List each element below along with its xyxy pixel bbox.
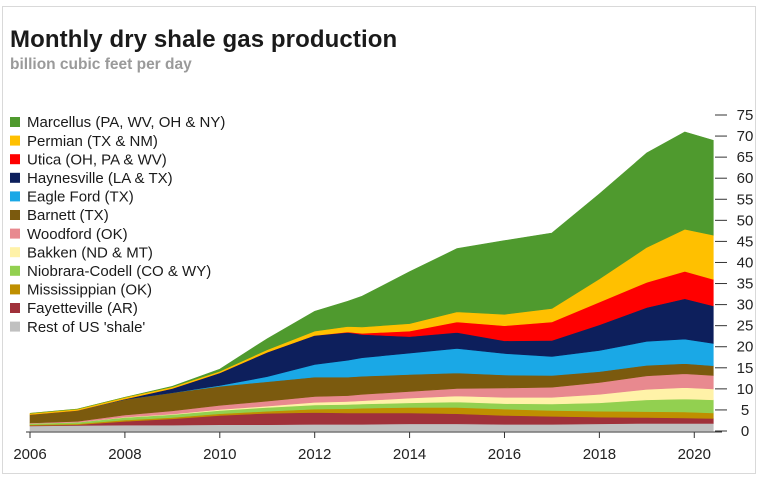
y-tick-label: 65 bbox=[737, 149, 754, 166]
legend-swatch-barnett-tx bbox=[10, 210, 20, 220]
legend-swatch-mississippian-ok bbox=[10, 284, 20, 295]
y-tick-label: 60 bbox=[737, 170, 754, 187]
x-tick-label: 2018 bbox=[583, 446, 616, 463]
y-tick-label: 70 bbox=[737, 128, 754, 145]
legend-label-bakken-nd-mt: Bakken (ND & MT) bbox=[27, 244, 153, 261]
area-marcellus-pa-wv-oh-ny bbox=[29, 131, 714, 414]
legend-label-permian-tx-nm: Permian (TX & NM) bbox=[27, 133, 158, 150]
legend-label-woodford-ok: Woodford (OK) bbox=[27, 226, 128, 243]
y-tick-label: 30 bbox=[737, 297, 754, 314]
y-tick-label: 20 bbox=[737, 339, 754, 356]
legend-label-mississippian-ok: Mississippian (OK) bbox=[27, 282, 152, 299]
y-tick-label: 25 bbox=[737, 318, 754, 335]
y-tick-label: 15 bbox=[737, 360, 754, 377]
y-tick-label: 55 bbox=[737, 191, 754, 208]
axes: 2006 2008 2010 2012 2014 2016 2018 2020 0 5 10 15 20… bbox=[13, 107, 753, 463]
legend-label-utica-oh-pa-wv: Utica (OH, PA & WV) bbox=[27, 151, 167, 168]
x-tick-label: 2012 bbox=[298, 446, 331, 463]
y-tick-label: 35 bbox=[737, 276, 754, 293]
y-tick-label: 75 bbox=[737, 107, 754, 124]
chart-subtitle: billion cubic feet per day bbox=[10, 56, 192, 73]
x-tick-label: 2016 bbox=[488, 446, 521, 463]
legend-label-marcellus-pa-wv-oh-ny: Marcellus (PA, WV, OH & NY) bbox=[27, 114, 225, 131]
legend-label-eagle-ford-tx: Eagle Ford (TX) bbox=[27, 189, 134, 206]
legend-label-fayetteville-ar: Fayetteville (AR) bbox=[27, 300, 138, 317]
x-tick-label: 2014 bbox=[393, 446, 426, 463]
legend-swatch-bakken-nd-mt bbox=[10, 247, 20, 258]
y-tick-label: 10 bbox=[737, 381, 754, 398]
legend-swatch-woodford-ok bbox=[10, 228, 20, 239]
legend-label-niobrara-codell-co-wy: Niobrara-Codell (CO & WY) bbox=[27, 263, 211, 280]
x-tick-label: 2008 bbox=[108, 446, 141, 463]
y-tick-label: 40 bbox=[737, 254, 754, 271]
y-tick-label: 0 bbox=[741, 423, 749, 440]
x-tick-label: 2006 bbox=[13, 446, 46, 463]
legend-label-haynesville-la-tx: Haynesville (LA & TX) bbox=[27, 170, 173, 187]
y-tick-label: 50 bbox=[737, 212, 754, 229]
y-tick-label: 45 bbox=[737, 233, 754, 250]
legend-swatch-rest-of-us-shale bbox=[10, 321, 20, 332]
legend-swatch-fayetteville-ar bbox=[10, 303, 20, 313]
chart-title: Monthly dry shale gas production bbox=[10, 26, 398, 53]
legend-swatch-eagle-ford-tx bbox=[10, 191, 20, 202]
legend-swatch-marcellus-pa-wv-oh-ny bbox=[10, 117, 20, 127]
legend-swatch-utica-oh-pa-wv bbox=[10, 154, 20, 165]
legend-swatch-haynesville-la-tx bbox=[10, 172, 20, 183]
legend: Marcellus (PA, WV, OH & NY) Permian (TX &… bbox=[10, 114, 225, 336]
legend-swatch-permian-tx-nm bbox=[10, 135, 20, 146]
legend-label-rest-of-us-shale: Rest of US 'shale' bbox=[27, 319, 145, 336]
series-areas bbox=[29, 131, 714, 432]
x-tick-label: 2010 bbox=[203, 446, 236, 463]
y-tick-label: 5 bbox=[741, 402, 749, 419]
legend-swatch-niobrara-codell-co-wy bbox=[10, 265, 20, 276]
legend-label-barnett-tx: Barnett (TX) bbox=[27, 207, 109, 224]
x-tick-label: 2020 bbox=[678, 446, 711, 463]
